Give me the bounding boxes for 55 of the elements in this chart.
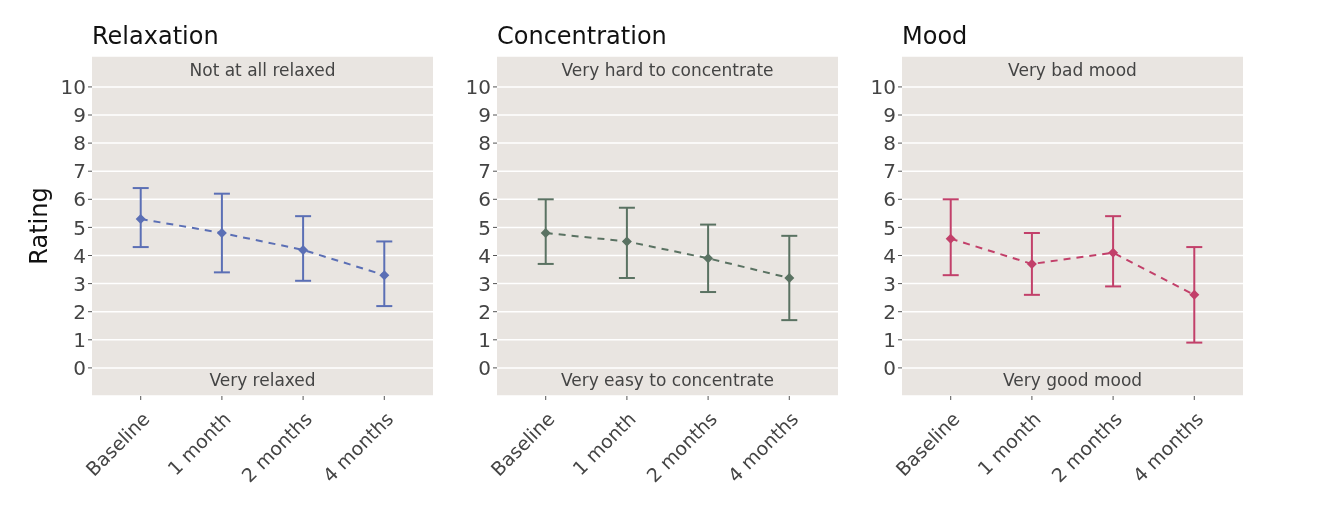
annotation: Very good mood <box>1001 370 1144 390</box>
y-tick-label: 6 <box>883 187 896 212</box>
y-tick-label: 7 <box>883 159 896 184</box>
y-tick-label: 6 <box>478 187 491 212</box>
y-tick-label: 0 <box>883 356 896 380</box>
annotation: Very hard to concentrate <box>560 60 775 80</box>
y-tick-label: 3 <box>883 271 896 296</box>
chart-title: Relaxation <box>92 22 219 50</box>
y-tick-label: 5 <box>478 215 491 240</box>
point <box>703 253 714 264</box>
point <box>379 270 390 281</box>
annotation: Very easy to concentrate <box>559 370 776 390</box>
y-tick-label: 8 <box>73 131 86 156</box>
y-tick-label: 9 <box>478 103 491 128</box>
y-tick-label: 9 <box>73 103 86 128</box>
y-tick-label: 9 <box>883 103 896 128</box>
point <box>135 213 146 224</box>
y-tick-label: 2 <box>73 299 86 324</box>
y-tick-label: 4 <box>883 243 896 268</box>
point <box>1108 247 1119 258</box>
y-tick-label: 8 <box>478 131 491 156</box>
point <box>621 236 632 247</box>
chart-title: Mood <box>902 22 968 50</box>
y-tick-label: 8 <box>883 131 896 156</box>
point <box>216 228 227 239</box>
y-tick-label: 2 <box>883 299 896 324</box>
y-tick-label: 10 <box>60 75 86 100</box>
y-tick-label: 4 <box>478 243 491 268</box>
y-tick-label: 10 <box>870 75 896 100</box>
y-tick-label: 2 <box>478 299 491 324</box>
y-tick-label: 1 <box>883 327 896 352</box>
point <box>945 233 956 244</box>
annotation: Very bad mood <box>1007 60 1138 80</box>
y-tick-label: 1 <box>73 327 86 352</box>
y-axis-title: Rating <box>24 187 53 265</box>
y-tick-label: 5 <box>883 215 896 240</box>
chart-title: Concentration <box>497 22 667 50</box>
y-tick-label: 4 <box>73 243 86 268</box>
y-tick-label: 1 <box>478 327 491 352</box>
y-tick-label: 7 <box>73 159 86 184</box>
y-tick-label: 0 <box>73 356 86 380</box>
y-tick-label: 10 <box>465 75 491 100</box>
annotation: Very relaxed <box>208 370 317 390</box>
point <box>540 228 551 239</box>
y-tick-label: 3 <box>73 271 86 296</box>
point <box>1189 289 1200 300</box>
y-tick-label: 3 <box>478 271 491 296</box>
y-tick-label: 0 <box>478 356 491 380</box>
y-tick-label: 5 <box>73 215 86 240</box>
annotation: Not at all relaxed <box>188 60 337 80</box>
point <box>784 272 795 283</box>
y-tick-label: 6 <box>73 187 86 212</box>
point <box>1026 258 1037 269</box>
point <box>298 244 309 255</box>
y-tick-label: 7 <box>478 159 491 184</box>
